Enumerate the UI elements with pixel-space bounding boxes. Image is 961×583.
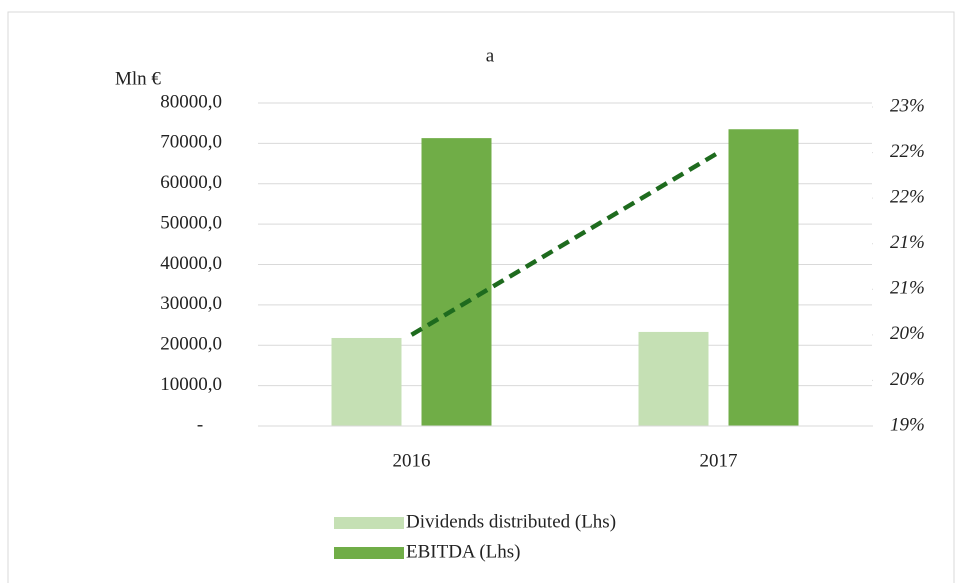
line (410, 150, 720, 337)
legend-label: EBITDA (Lhs) (406, 541, 521, 562)
x-tick-label: 2016 (393, 450, 431, 471)
y2-tick-label: 20% (890, 369, 925, 390)
y2-tick-label: 22% (890, 141, 925, 162)
y-tick-label: 40000,0 (160, 253, 222, 274)
legend-label: Dividends distributed (Lhs) (406, 511, 616, 532)
x-tick-label: 2017 (700, 450, 738, 471)
y2-tick-label: 20% (890, 323, 925, 344)
bar (331, 337, 402, 426)
y-tick-label: 10000,0 (160, 374, 222, 395)
y-tick-label: - (197, 414, 203, 435)
y-axis-label: Mln € (115, 68, 161, 89)
y-tick-label: 80000,0 (160, 91, 222, 112)
y-tick-label: 20000,0 (160, 334, 222, 355)
y2-tick-label: 23% (890, 95, 925, 116)
y-tick-label: 30000,0 (160, 293, 222, 314)
y2-tick-label: 21% (890, 232, 925, 253)
chart-title: a (486, 45, 495, 66)
legend-swatch (334, 517, 404, 529)
y2-tick-label: 21% (890, 278, 925, 299)
bar (421, 138, 492, 426)
bar (638, 331, 709, 426)
y-tick-label: 60000,0 (160, 172, 222, 193)
y-tick-label: 50000,0 (160, 212, 222, 233)
y2-tick-label: 22% (890, 187, 925, 208)
bar (728, 129, 799, 426)
y2-tick-label: 19% (890, 414, 925, 435)
legend-swatch (334, 547, 404, 559)
y-tick-label: 70000,0 (160, 132, 222, 153)
